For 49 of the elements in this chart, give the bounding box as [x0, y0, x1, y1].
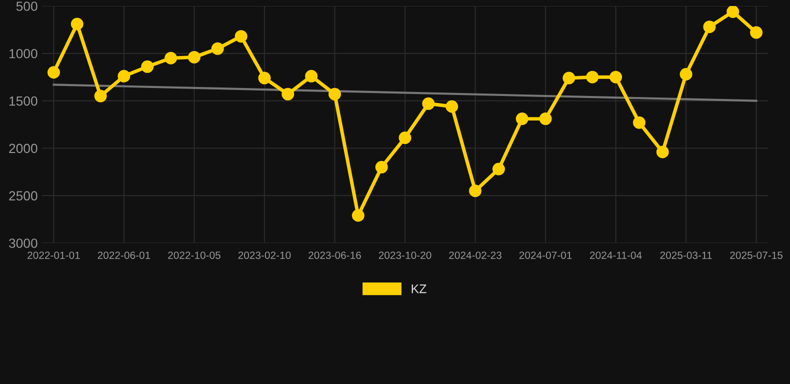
- x-tick-label: 2024-02-23: [449, 252, 502, 259]
- x-tick-label: 2025-03-11: [660, 252, 712, 259]
- x-tick-label: 2023-02-10: [238, 252, 291, 259]
- point: [211, 42, 224, 55]
- y-tick-label: 1500: [9, 96, 38, 106]
- x-tick-label: 2022-01-01: [28, 252, 80, 259]
- point: [234, 30, 248, 43]
- point: [47, 66, 60, 79]
- point: [328, 88, 341, 100]
- point: [446, 100, 458, 113]
- x-tick-label: 2025-07-15: [730, 252, 782, 259]
- point: [258, 72, 271, 84]
- point: [118, 70, 130, 82]
- y-tick-label: 2500: [9, 191, 38, 201]
- point: [680, 68, 692, 81]
- x-tick-label: 2024-07-01: [519, 252, 572, 259]
- point: [726, 6, 740, 18]
- point: [141, 60, 154, 73]
- point: [469, 184, 482, 198]
- y-tick-label: 1000: [9, 48, 38, 58]
- x-tick-label: 2022-10-05: [168, 252, 220, 259]
- point: [703, 20, 716, 34]
- y-tick-label: 500: [16, 2, 38, 11]
- x-tick-label: 2023-06-16: [308, 252, 361, 259]
- point: [70, 18, 84, 30]
- point: [188, 50, 200, 64]
- y-tick-label: 2000: [9, 144, 38, 154]
- point: [375, 160, 388, 174]
- point: [398, 132, 412, 144]
- legend-label: KZ: [412, 284, 426, 294]
- y-tick-label: 3000: [8, 238, 38, 248]
- point: [492, 162, 505, 176]
- point: [632, 116, 646, 129]
- point: [282, 88, 294, 100]
- x-tick-label: 2024-11-04: [590, 252, 642, 259]
- point: [656, 146, 669, 158]
- x-tick-label: 2022-06-01: [98, 252, 150, 259]
- point: [164, 52, 178, 64]
- point: [422, 97, 435, 110]
- point: [352, 209, 364, 222]
- x-tick-label: 2023-10-20: [378, 252, 432, 259]
- point: [586, 70, 599, 84]
- point: [305, 70, 318, 82]
- point: [516, 112, 528, 126]
- point: [539, 112, 552, 126]
- point: [750, 26, 763, 39]
- point: [94, 90, 107, 102]
- point: [562, 72, 576, 84]
- point: [610, 70, 622, 84]
